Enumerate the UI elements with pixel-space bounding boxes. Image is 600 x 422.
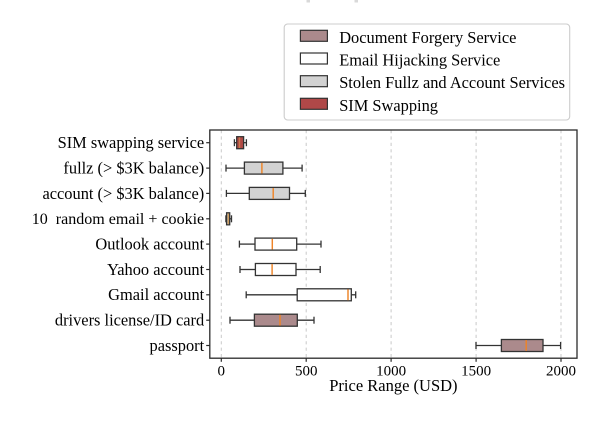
svg-text:0: 0	[218, 363, 226, 379]
svg-text:Document Forgery Service: Document Forgery Service	[339, 28, 516, 47]
svg-text:500: 500	[295, 363, 318, 379]
svg-text:account (> $3K balance): account (> $3K balance)	[42, 184, 204, 203]
svg-text:Outlook account: Outlook account	[95, 235, 204, 254]
svg-text:drivers license/ID card: drivers license/ID card	[55, 311, 204, 330]
svg-text:fullz (> $3K balance): fullz (> $3K balance)	[63, 159, 204, 178]
svg-text:Gmail account: Gmail account	[108, 285, 204, 304]
svg-text:SIM swapping service: SIM swapping service	[58, 133, 205, 152]
svg-text:10 random email + cookie: 10 random email + cookie	[32, 211, 204, 228]
svg-text:Email Hijacking Service: Email Hijacking Service	[339, 51, 500, 70]
svg-text:SIM Swapping: SIM Swapping	[339, 96, 438, 115]
svg-text:1500: 1500	[461, 363, 491, 379]
svg-text:Price Range (USD): Price Range (USD)	[329, 376, 457, 395]
svg-text:Stolen Fullz and Account Servi: Stolen Fullz and Account Services	[339, 73, 565, 92]
svg-text:passport: passport	[150, 336, 205, 355]
svg-text:2000: 2000	[546, 363, 576, 379]
svg-text:Yahoo account: Yahoo account	[107, 260, 205, 279]
svg-text:1000: 1000	[376, 363, 406, 379]
